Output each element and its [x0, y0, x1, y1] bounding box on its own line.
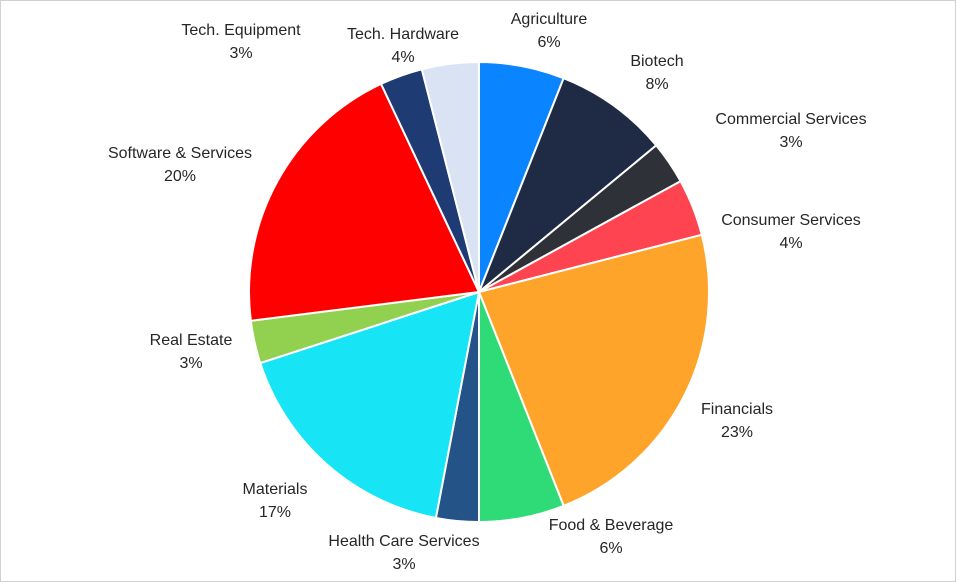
slice-label-commercial-services: Commercial Services: [715, 111, 866, 128]
pie-slice-software-services: [248, 82, 481, 322]
slice-percent-real-estate: 3%: [179, 355, 202, 372]
slice-label-agriculture: Agriculture: [511, 11, 588, 28]
slice-label-real-estate: Real Estate: [150, 332, 233, 349]
pie-slice-tech-hardware: [420, 60, 480, 293]
slice-percent-tech-equipment: 3%: [229, 45, 252, 62]
slice-percent-tech-hardware: 4%: [391, 49, 414, 66]
slice-label-financials: Financials: [701, 401, 773, 418]
slice-label-biotech: Biotech: [630, 53, 683, 70]
slice-percent-agriculture: 6%: [537, 34, 560, 51]
slice-percent-financials: 23%: [721, 424, 753, 441]
pie-slices: [248, 60, 710, 524]
slice-label-food-beverage: Food & Beverage: [549, 517, 674, 534]
slice-percent-biotech: 8%: [645, 76, 668, 93]
slice-label-materials: Materials: [243, 481, 308, 498]
slice-percent-materials: 17%: [259, 504, 291, 521]
slice-label-health-care-services: Health Care Services: [328, 533, 479, 550]
slice-percent-health-care-services: 3%: [392, 556, 415, 573]
slice-percent-food-beverage: 6%: [599, 540, 622, 557]
slice-percent-software-services: 20%: [164, 168, 196, 185]
pie-slice-materials: [258, 290, 481, 520]
slice-label-software-services: Software & Services: [108, 145, 252, 162]
slice-label-tech-hardware: Tech. Hardware: [347, 26, 459, 43]
pie-labels: Agriculture 6% Biotech 8% Commercial Service…: [108, 11, 867, 573]
slice-label-consumer-services: Consumer Services: [721, 212, 861, 229]
slice-percent-consumer-services: 4%: [779, 235, 802, 252]
slice-label-tech-equipment: Tech. Equipment: [181, 22, 301, 39]
slice-percent-commercial-services: 3%: [779, 134, 802, 151]
pie-slice-financials: [477, 233, 710, 508]
pie-slice-biotech: [478, 76, 658, 293]
